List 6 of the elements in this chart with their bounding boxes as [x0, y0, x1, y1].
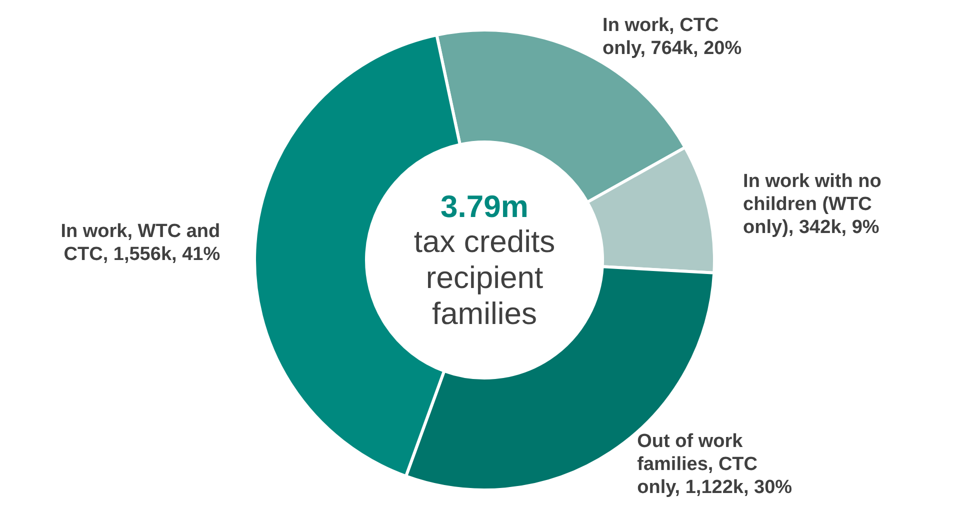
text: tax credits recipient families: [414, 224, 556, 331]
slice-label: In work with no children (WTC only), 342k, 9%: [743, 171, 882, 238]
slice-label: In work, WTC and CTC, 1,556k, 41%: [60, 220, 220, 265]
slice-label: Out of work families, CTC only, 1,122k, 30%: [637, 431, 792, 498]
text: 3.79m: [440, 189, 528, 224]
slice-label: In work, CTC only, 764k, 20%: [602, 14, 742, 59]
